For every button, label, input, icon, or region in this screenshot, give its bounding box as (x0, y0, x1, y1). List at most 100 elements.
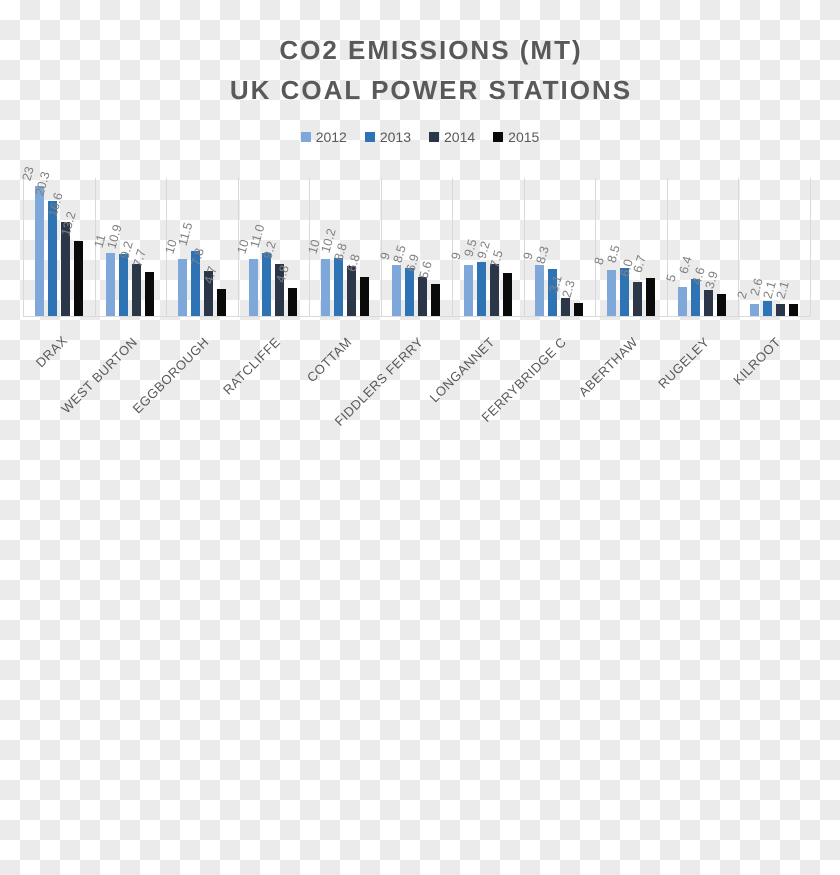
bar-ferrybridge-c-2015 (574, 302, 584, 316)
value-label-eggborough-2015: 4.7 (201, 264, 221, 286)
chart-legend: 2012 2013 2014 2015 (0, 129, 840, 145)
bar-rugeley-2013 (691, 279, 701, 316)
bar-aberthaw-2014 (632, 281, 642, 316)
value-label-longannet-2015: 7.5 (487, 248, 507, 270)
bar-drax-2013 (47, 200, 57, 316)
value-label-ferrybridge-c-2015: 2.3 (559, 278, 578, 299)
transparent-image-canvas: { "title": { "line1": "CO2 EMISSIONS (MT… (0, 0, 840, 487)
category-gridline (666, 178, 668, 316)
value-label-ratcliffe-2014: 9.2 (260, 239, 279, 260)
legend-swatch-2014 (429, 132, 439, 142)
category-gridline (380, 178, 382, 316)
bar-west-burton-2015 (145, 272, 155, 316)
bar-chart: CO2 EMISSIONS (MT) UK COAL POWER STATION… (0, 30, 840, 428)
category-gridline (237, 178, 239, 316)
category-label-eggborough: EGGBOROUGH (129, 333, 212, 416)
value-label-ratcliffe-2015: 4.8 (273, 264, 292, 285)
legend-item-2015: 2015 (493, 129, 539, 145)
bar-cottam-2012 (320, 259, 330, 316)
bar-kilroot-2013 (762, 300, 772, 316)
bar-longannet-2014 (489, 263, 499, 316)
value-label-drax-2014: 16.6 (45, 190, 66, 218)
bar-cottam-2014 (346, 265, 356, 316)
legend-swatch-2013 (364, 132, 375, 142)
legend-item-2013: 2013 (364, 129, 411, 145)
category-gridline (166, 178, 167, 316)
bar-aberthaw-2012 (606, 270, 616, 316)
value-label-kilroot-2015: 2.1 (773, 279, 793, 300)
bar-fiddlers-ferry-2015 (431, 283, 441, 316)
bar-kilroot-2014 (775, 303, 785, 316)
bar-longannet-2013 (476, 261, 486, 316)
value-label-drax-2012: 23 (19, 164, 38, 182)
bar-west-burton-2012 (106, 253, 116, 316)
bar-fiddlers-ferry-2012 (392, 264, 402, 316)
bar-cottam-2015 (359, 277, 369, 316)
chart-title-line2: UK COAL POWER STATIONS (229, 75, 633, 105)
bar-cottam-2013 (333, 257, 343, 316)
bar-ferrybridge-c-2014 (561, 298, 571, 316)
bar-eggborough-2015 (216, 288, 226, 316)
bar-eggborough-2012 (177, 259, 187, 316)
plot-area: 23 11 10 10 10 9 9 9 8 5 2 20.3 10.9 11.5 11.0 10.2 8.5 9… (20, 165, 811, 428)
value-label-eggborough-2014: 7.8 (188, 247, 208, 268)
bar-rugeley-2015 (717, 293, 727, 316)
bar-eggborough-2013 (190, 250, 200, 316)
value-label-drax-2015: 13.2 (58, 209, 79, 238)
bar-ferrybridge-c-2013 (548, 268, 558, 316)
bar-ratcliffe-2012 (249, 259, 259, 316)
value-label-rugeley-2015: 3.9 (702, 269, 721, 290)
value-label-cottam-2015: 6.8 (344, 252, 364, 274)
category-gridline (309, 178, 310, 316)
category-gridline (523, 178, 525, 316)
category-gridline (595, 178, 596, 316)
category-label-rugeley: RUGELEY (655, 333, 713, 391)
category-label-longannet: LONGANNET (426, 333, 498, 405)
chart-title-line1: CO2 EMISSIONS (MT) (279, 35, 583, 65)
bar-longannet-2015 (502, 273, 512, 316)
category-label-fiddlers-ferry: FIDDLERS FERRY (331, 333, 427, 429)
category-label-west-burton: WEST BURTON (58, 333, 141, 416)
category-gridline (809, 178, 811, 316)
bar-fiddlers-ferry-2014 (418, 276, 428, 316)
bar-rugeley-2012 (678, 287, 688, 316)
legend-label-2013: 2013 (379, 129, 411, 145)
value-label-drax-2013: 20.3 (32, 169, 53, 198)
bar-drax-2014 (60, 221, 70, 316)
value-label-eggborough-2013: 11.5 (175, 220, 196, 247)
value-label-aberthaw-2013: 8.5 (604, 243, 624, 264)
value-label-fiddlers-ferry-2015: 5.6 (416, 259, 435, 281)
bar-west-burton-2014 (132, 263, 142, 316)
bar-west-burton-2013 (119, 253, 129, 316)
category-label-kilroot: KILROOT (730, 333, 784, 388)
legend-label-2014: 2014 (444, 129, 476, 145)
legend-label-2012: 2012 (315, 129, 347, 145)
bar-rugeley-2014 (704, 289, 714, 316)
category-gridline (23, 178, 24, 316)
legend-label-2015: 2015 (508, 129, 540, 145)
category-gridline (738, 178, 739, 316)
value-label-ferrybridge-c-2013: 8.3 (533, 244, 552, 265)
category-gridline (94, 178, 96, 316)
bar-ratcliffe-2013 (262, 253, 272, 316)
value-label-aberthaw-2015: 6.7 (630, 253, 650, 274)
bar-aberthaw-2013 (619, 267, 629, 316)
bar-fiddlers-ferry-2013 (405, 267, 415, 316)
bar-ferrybridge-c-2012 (535, 264, 545, 316)
chart-title: CO2 EMISSIONS (MT) UK COAL POWER STATION… (11, 30, 840, 110)
value-label-west-burton-2015: 7.7 (130, 247, 149, 269)
bar-aberthaw-2015 (645, 277, 655, 316)
category-gridline (452, 178, 453, 316)
bar-longannet-2012 (463, 264, 473, 316)
x-axis-line (23, 315, 810, 317)
bar-kilroot-2012 (749, 304, 759, 316)
bar-drax-2012 (34, 185, 44, 316)
bar-kilroot-2015 (788, 303, 798, 316)
legend-swatch-2015 (493, 132, 504, 142)
bar-ratcliffe-2015 (288, 288, 298, 316)
legend-item-2012: 2012 (300, 129, 347, 145)
legend-item-2014: 2014 (429, 129, 475, 145)
legend-swatch-2012 (300, 132, 311, 142)
bar-ratcliffe-2014 (275, 263, 285, 316)
category-label-drax: DRAX (32, 332, 71, 370)
